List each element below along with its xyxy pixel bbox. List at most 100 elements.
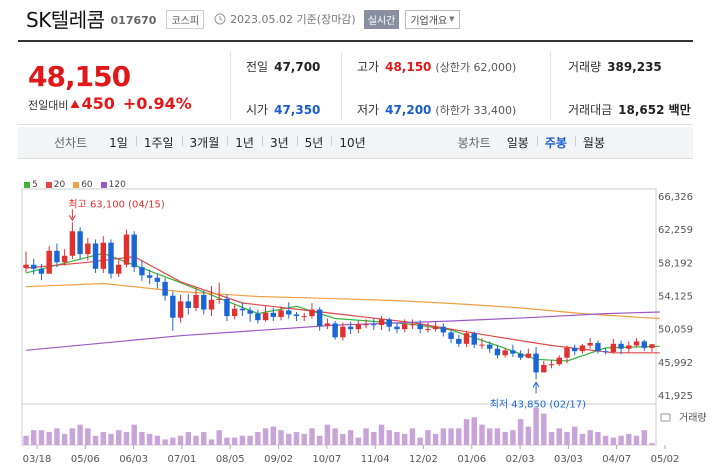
volume-bar <box>146 433 153 445</box>
tab-5year[interactable]: 5년 <box>296 134 332 151</box>
tab-1week[interactable]: 1주일 <box>135 134 182 151</box>
volume-bar <box>69 428 76 445</box>
line-chart-label: 선차트 <box>54 136 88 150</box>
amount-info: 거래대금 18,652 백만 <box>568 101 691 118</box>
volume-bar <box>610 437 617 445</box>
volume-bar <box>502 432 508 445</box>
volume-bar <box>363 428 369 445</box>
tab-1year[interactable]: 1년 <box>227 134 262 151</box>
candle-body <box>262 312 269 321</box>
company-overview-dropdown[interactable]: 기업개요 ▼ <box>405 9 460 29</box>
volume-bar <box>208 439 215 445</box>
candle-body <box>31 264 37 269</box>
candle-body <box>463 333 470 344</box>
candle-body <box>301 316 307 318</box>
tab-3year[interactable]: 3년 <box>261 134 297 151</box>
y-tick-label: 66,326 <box>658 192 693 203</box>
up-triangle-icon <box>70 100 80 108</box>
volume-bar <box>185 432 192 445</box>
stock-header: SK텔레콤 017670 코스피 2023.05.02 기준(장마감) 실시간 … <box>0 0 713 36</box>
candle-body <box>626 345 632 349</box>
x-tick-label: 05/06 <box>71 454 100 465</box>
volume-bar <box>602 435 609 445</box>
volume-bar <box>108 433 114 445</box>
candle-chart-label: 봉차트 <box>457 136 491 150</box>
x-tick-label: 07/01 <box>168 454 197 465</box>
chart-grid <box>21 188 657 446</box>
legend-label: 20 <box>53 180 66 190</box>
volume-bar <box>517 419 524 445</box>
candle-body <box>440 326 447 333</box>
company-name[interactable]: SK텔레콤 <box>26 7 105 32</box>
volume-bar <box>270 426 277 445</box>
volume-info: 거래량 389,235 <box>568 58 662 75</box>
upper-limit: (상한가 62,000) <box>435 61 517 74</box>
high-label: 고가 <box>357 60 380 74</box>
ma-line-120 <box>25 311 660 351</box>
legend-swatch <box>24 182 30 188</box>
volume-bar <box>587 430 593 445</box>
volume-label: 거래량 <box>568 60 602 74</box>
candles <box>23 222 655 380</box>
volume-bar <box>131 424 137 445</box>
volume-bar <box>239 435 246 445</box>
tab-weekly[interactable]: 주봉 <box>536 134 575 151</box>
x-tick-label: 10/07 <box>312 454 341 465</box>
tab-10year[interactable]: 10년 <box>331 134 373 151</box>
volume-bar <box>572 426 578 445</box>
volume-bar <box>633 435 640 445</box>
volume-bar <box>262 428 269 445</box>
volume-bar <box>626 433 632 445</box>
legend-label: 120 <box>108 180 126 190</box>
x-tick-label: 06/03 <box>119 454 148 465</box>
tab-1day[interactable]: 1일 <box>109 136 128 150</box>
volume-value: 389,235 <box>607 60 662 74</box>
tab-monthly[interactable]: 월봉 <box>574 134 613 151</box>
tab-3month[interactable]: 3개월 <box>181 134 228 151</box>
divider <box>550 52 551 120</box>
candle-body <box>231 308 238 317</box>
volume-bar <box>386 430 392 445</box>
candle-body <box>340 326 346 338</box>
volume-bar <box>471 417 477 445</box>
volume-bar <box>216 430 222 445</box>
realtime-button[interactable]: 실시간 <box>363 9 400 29</box>
volume-bar <box>486 428 493 445</box>
open-label: 시가 <box>246 103 269 117</box>
candle-body <box>316 309 323 326</box>
candle-body <box>479 344 485 346</box>
period-tab-bar: 선차트 1일 1주일 3개월 1년 3년 5년 10년 봉차트 일봉 주봉 월봉 <box>18 127 693 159</box>
candle-body <box>541 365 547 373</box>
y-tick-label: 41,925 <box>658 391 693 402</box>
volume-bar <box>463 419 470 445</box>
low-price: 저가 47,200 (하한가 33,400) <box>357 101 516 118</box>
volume-bar <box>425 430 431 445</box>
candle-body <box>224 298 230 317</box>
candle-body <box>572 347 578 352</box>
volume-bar <box>123 432 130 445</box>
volume-bar <box>432 433 439 445</box>
volume-bar <box>548 432 555 445</box>
open-value: 47,350 <box>274 103 321 117</box>
candle-body <box>525 353 532 358</box>
candle-body <box>309 309 315 317</box>
candle-body <box>201 294 207 310</box>
legend-ma60: 60 <box>73 180 93 190</box>
ma-legend: 5 20 60 120 <box>24 180 126 190</box>
y-tick-label: 45,992 <box>658 358 693 369</box>
tab-daily[interactable]: 일봉 <box>506 136 529 150</box>
candle-body <box>633 341 640 346</box>
volume-bar <box>456 428 462 445</box>
x-axis-labels: 03/18 05/06 06/03 07/01 08/05 09/02 10/07 11/04… <box>23 445 679 465</box>
candle-body <box>602 351 609 353</box>
candle-body <box>69 231 76 256</box>
candle-body <box>270 312 277 317</box>
candle-body <box>510 350 516 354</box>
volume-bar <box>301 433 307 445</box>
candle-body <box>432 326 439 330</box>
candle-body <box>170 295 176 318</box>
candle-body <box>193 294 199 308</box>
candle-body <box>278 310 284 317</box>
legend-ma120: 120 <box>100 180 126 190</box>
